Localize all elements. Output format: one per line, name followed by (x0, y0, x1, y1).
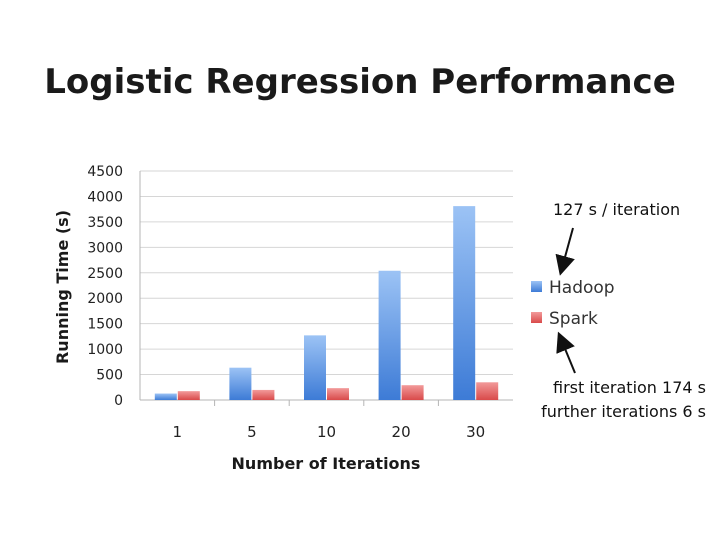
y-tick-label: 1000 (87, 342, 123, 358)
hadoop-bar-5 (229, 367, 252, 400)
legend-swatch-spark (531, 312, 542, 323)
hadoop-bar-1 (154, 393, 177, 400)
hadoop-bar-10 (304, 335, 326, 400)
slide-title: Logistic Regression Performance (44, 62, 676, 102)
hadoop-note-arrow (555, 227, 575, 276)
x-tick-label: 1 (173, 423, 183, 441)
x-tick-label: 5 (247, 423, 257, 441)
x-tick-label: 10 (317, 423, 336, 441)
y-tick-label: 1500 (87, 317, 123, 333)
y-tick-label: 4500 (87, 164, 123, 180)
spark-annotation-line1: first iteration 174 s (553, 378, 706, 397)
legend: Hadoop Spark (531, 278, 615, 329)
x-axis-label: Number of Iterations (232, 454, 421, 473)
y-tick-label: 2000 (87, 291, 123, 307)
spark-bar-30 (476, 382, 499, 400)
spark-bar-5 (252, 389, 275, 400)
spark-annotation: first iteration 174 s further iterations… (541, 376, 706, 424)
y-tick-label: 0 (114, 393, 123, 409)
hadoop-annotation: 127 s / iteration (553, 200, 681, 219)
legend-label-hadoop: Hadoop (549, 278, 615, 298)
spark-note-arrow (556, 331, 576, 374)
y-axis-label: Running Time (s) (53, 210, 72, 364)
y-tick-label: 3500 (87, 215, 123, 231)
x-tick-label: 20 (392, 423, 411, 441)
spark-bar-1 (177, 391, 200, 400)
y-tick-label: 2500 (87, 266, 123, 282)
spark-bar-10 (327, 388, 349, 400)
spark-bar-20 (401, 385, 424, 400)
hadoop-bar-30 (453, 206, 476, 400)
y-tick-label: 3000 (87, 240, 123, 256)
y-tick-label: 4000 (87, 189, 123, 205)
x-tick-label: 30 (466, 423, 485, 441)
y-tick-label: 500 (96, 368, 123, 384)
legend-swatch-hadoop (531, 281, 542, 292)
legend-label-spark: Spark (549, 309, 598, 329)
spark-annotation-line2: further iterations 6 s (541, 402, 706, 421)
hadoop-bar-20 (378, 270, 401, 400)
